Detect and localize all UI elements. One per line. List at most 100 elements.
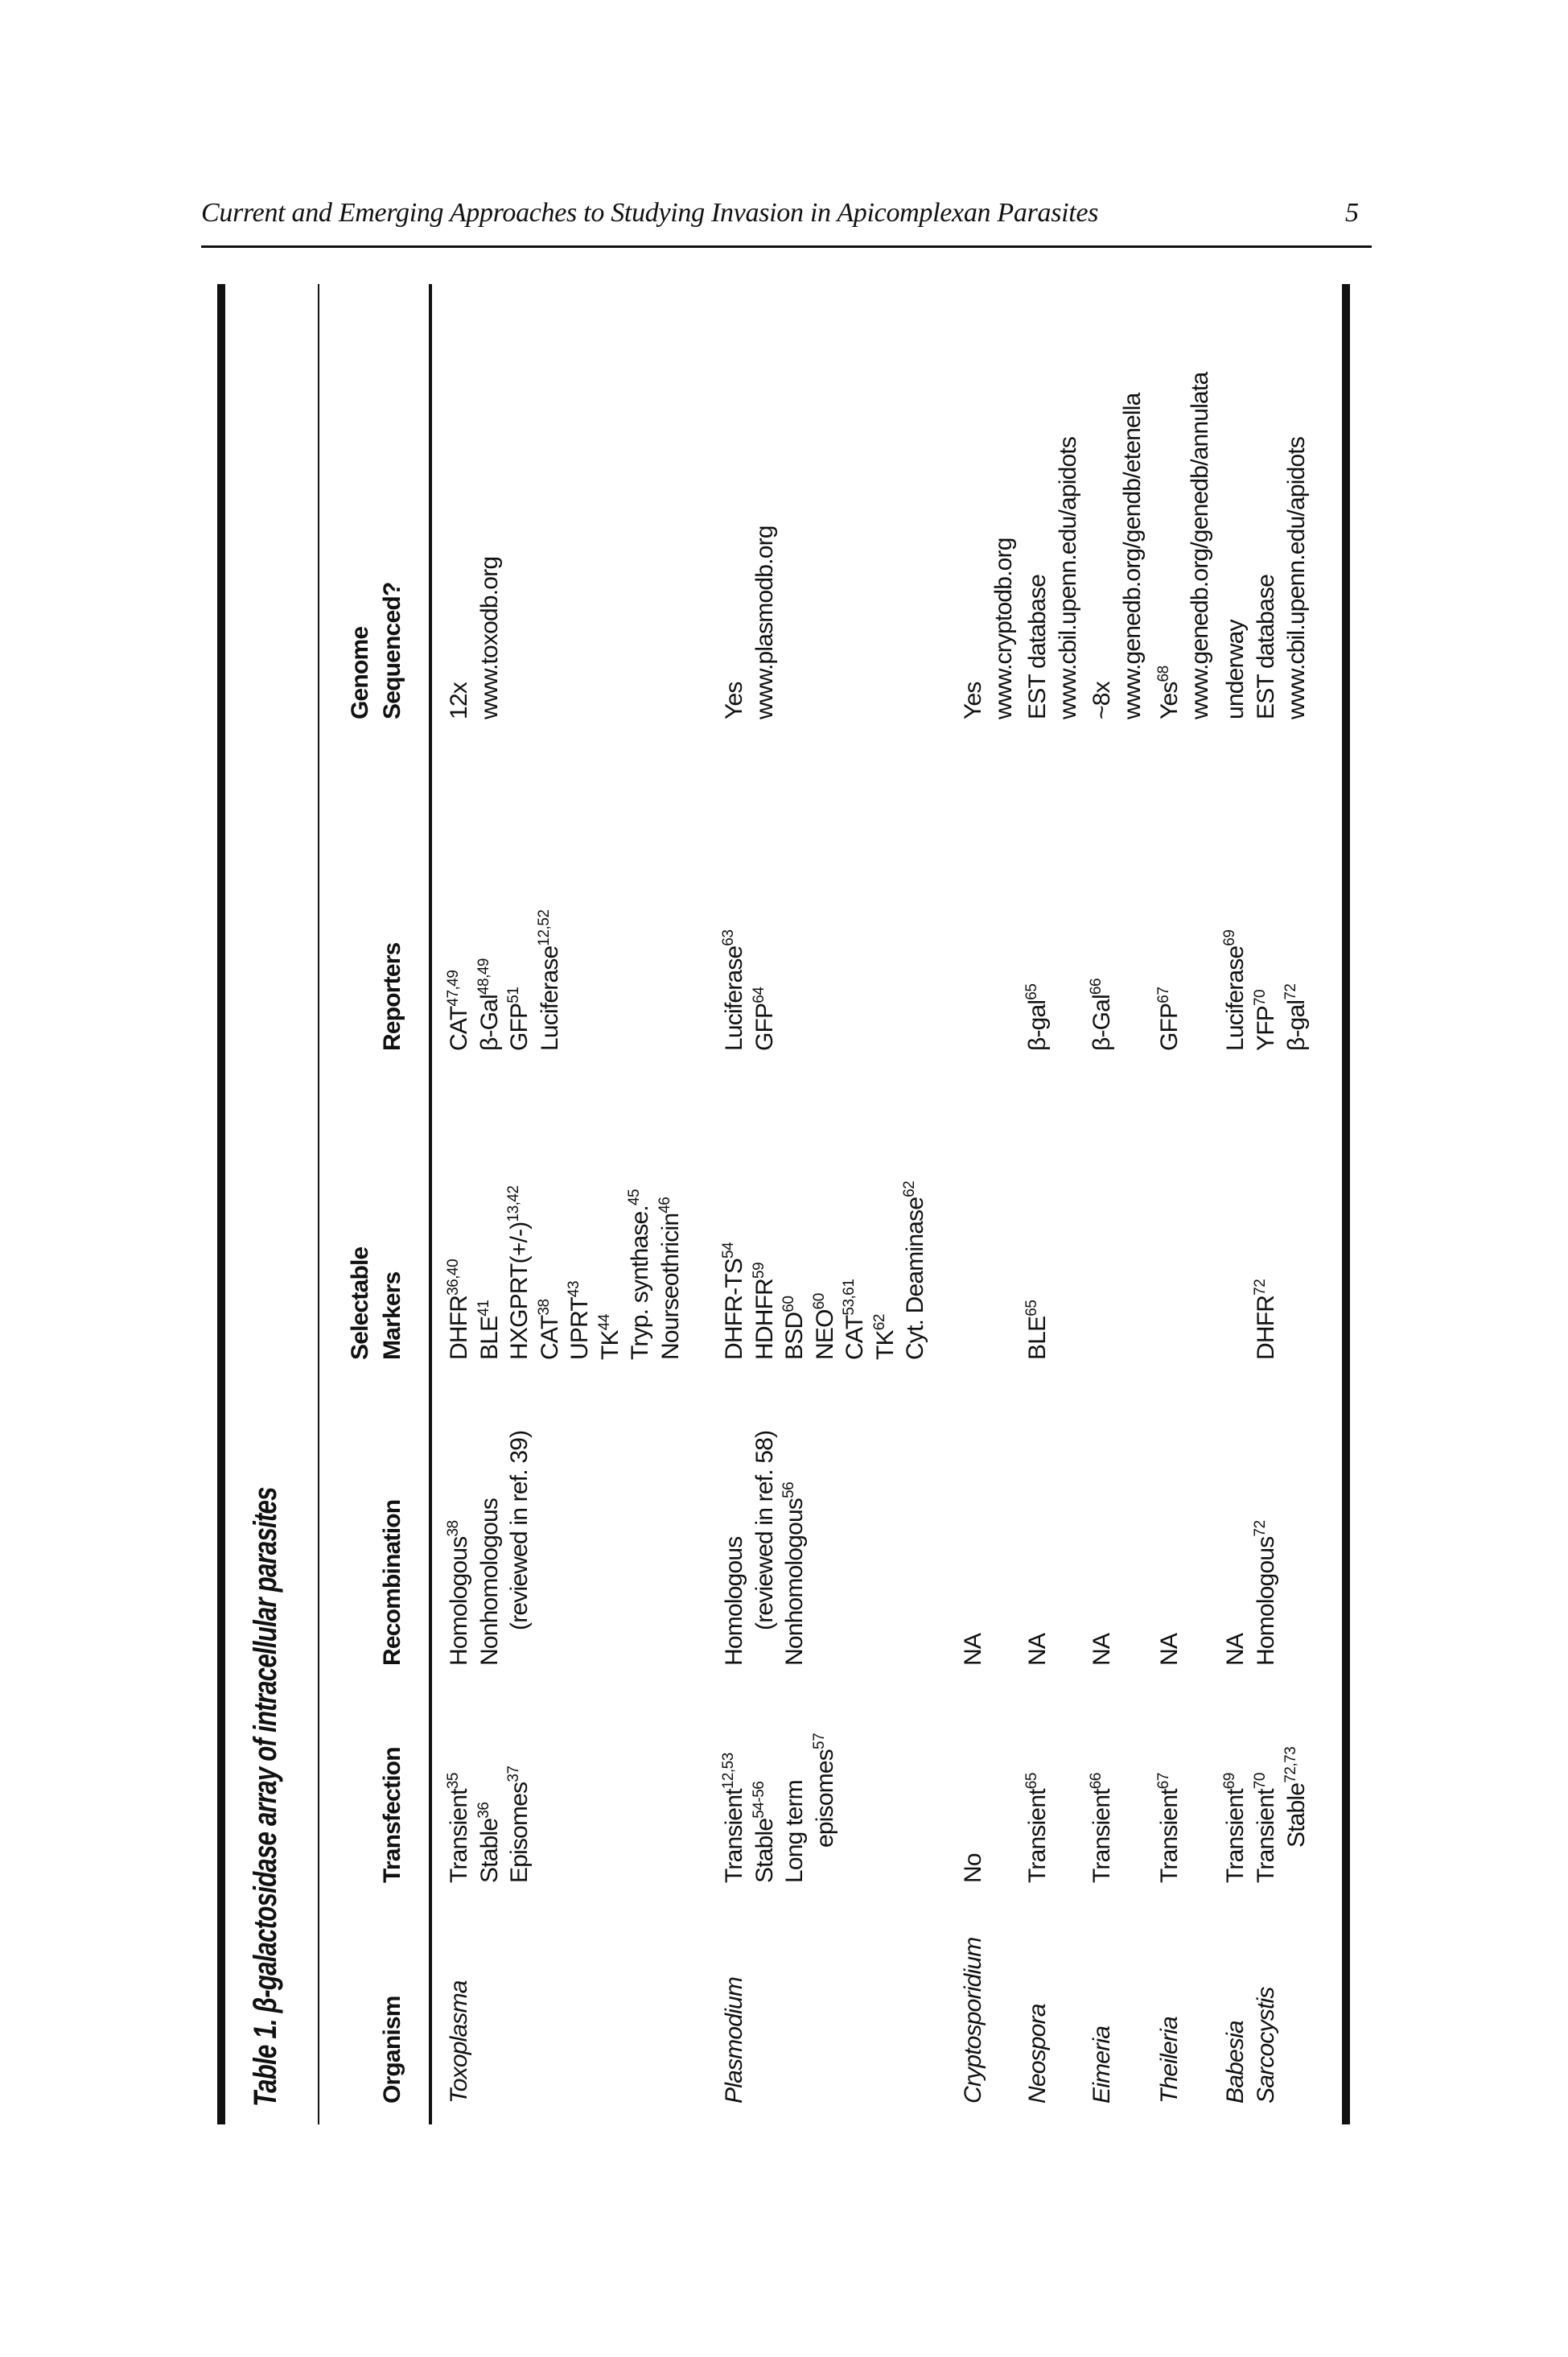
cell-text: Transient [446, 1789, 472, 1883]
cell-text: NA [1156, 1633, 1183, 1666]
cell-text: (reviewed in ref. 39) [506, 1430, 533, 1630]
reference-superscript: 12,52 [535, 909, 553, 946]
cell-organism: Theileria [1156, 2017, 1183, 2104]
cell-line: EST database [1023, 437, 1053, 719]
reference-superscript: 59 [750, 1262, 768, 1279]
cell-text: Transient [1253, 1789, 1279, 1883]
reference-superscript: 67 [1155, 1773, 1172, 1790]
column-header-markers: Selectable [347, 1246, 373, 1360]
cell-text: UPRT [566, 1297, 593, 1360]
cell-text: DHFR [1253, 1295, 1279, 1360]
cell-recombination: NA [1220, 1634, 1251, 1666]
cell-line: Transient35 [444, 1766, 475, 1883]
cell-line: Transient70 [1251, 1747, 1282, 1883]
cell-text: www.genedb.org/gendb/etenella [1118, 393, 1146, 719]
cell-line: Transient66 [1087, 1773, 1117, 1883]
cell-line: www.cryptodb.org [989, 538, 1019, 719]
reference-superscript: 36,40 [445, 1259, 462, 1296]
cell-transfection: Transient65 [1023, 1773, 1053, 1883]
reference-superscript: 65 [1023, 1300, 1040, 1317]
cell-text: underway [1222, 620, 1249, 719]
caption-rule [318, 284, 319, 2124]
cell-line: www.toxodb.org [475, 557, 505, 719]
reference-superscript: 60 [810, 1293, 828, 1310]
cell-line: ~8x [1087, 394, 1117, 719]
cell-text: CAT [446, 1006, 472, 1051]
cell-transfection: Transient35 Stable36 Episomes37 [444, 1766, 535, 1883]
cell-line: DHFR36,40 [444, 1185, 475, 1360]
cell-recombination: NA [1023, 1634, 1053, 1666]
cell-text: HXGPRT(+/-) [506, 1222, 533, 1361]
reference-superscript: 68 [1155, 665, 1172, 682]
cell-line: Episomes37 [504, 1766, 535, 1883]
reference-superscript: 72,73 [1282, 1746, 1299, 1783]
cell-line: EST database [1251, 437, 1282, 719]
page-number: 5 [1345, 198, 1359, 228]
cell-line: www.genedb.org/gendb/etenella [1117, 394, 1148, 719]
cell-line: Luciferase63 [719, 929, 750, 1051]
reference-superscript: 38 [535, 1299, 553, 1316]
cell-recombination: Homologous (reviewed in ref. 58) Nonhomolo… [719, 1431, 810, 1666]
cell-line: Transient67 [1154, 1773, 1185, 1883]
cell-line: underway [1220, 620, 1251, 719]
cell-organism: Eimeria [1089, 2025, 1115, 2104]
cell-text: GFP [506, 1003, 533, 1051]
reference-superscript: 47,49 [445, 970, 462, 1007]
cell-line: CAT47,49 [444, 910, 475, 1051]
cell-line: Cyt. Deaminase62 [900, 1181, 931, 1360]
cell-line: Stable72,73 [1282, 1747, 1312, 1883]
cell-text: BLE [1024, 1316, 1051, 1360]
cell-line: Transient69 [1220, 1773, 1251, 1883]
reference-superscript: 12,53 [720, 1753, 737, 1790]
cell-line: DHFR-TS54 [719, 1181, 750, 1360]
cell-line: CAT38 [535, 1185, 566, 1360]
reference-superscript: 13,42 [505, 1185, 522, 1222]
column-header-genome: Sequenced? [379, 582, 405, 719]
table-top-bar [217, 284, 225, 2124]
cell-text: www.cbil.upenn.edu/apidots [1282, 436, 1310, 719]
cell-recombination: NA [958, 1634, 989, 1666]
cell-line: Long term [780, 1733, 810, 1883]
reference-superscript: 35 [445, 1773, 462, 1790]
cell-text: GFP [1156, 1003, 1183, 1051]
reference-superscript: 51 [505, 987, 522, 1003]
reference-superscript: 44 [595, 1314, 613, 1331]
cell-line: NA [1023, 1634, 1053, 1666]
cell-line: Nourseothricin46 [656, 1185, 686, 1360]
reference-superscript: 67 [1155, 987, 1172, 1003]
cell-text: Nonhomologous [781, 1498, 808, 1666]
cell-line: GFP64 [750, 929, 780, 1051]
reference-superscript: 66 [1088, 1773, 1105, 1790]
cell-genome: Yes www.cryptodb.org [958, 538, 1019, 719]
cell-text: β-gal [1282, 999, 1310, 1051]
cell-text: www.plasmodb.org [751, 525, 778, 719]
cell-line: Homologous [719, 1431, 750, 1666]
cell-line: NA [1154, 1634, 1185, 1666]
reference-superscript: 72 [1252, 1279, 1269, 1296]
reference-superscript: 46 [656, 1197, 673, 1214]
cell-line: TK44 [595, 1185, 626, 1360]
cell-text: 12x [446, 682, 472, 719]
cell-line: Nonhomologous [475, 1431, 505, 1666]
cell-text: Yes [960, 682, 986, 719]
cell-markers: BLE65 [1023, 1300, 1053, 1360]
cell-text: TK [871, 1330, 899, 1360]
cell-line: NEO60 [810, 1181, 841, 1360]
cell-text: Yes [1156, 682, 1183, 719]
cell-line: www.cbil.upenn.edu/apidots [1282, 437, 1312, 719]
cell-text: Episomes [506, 1782, 533, 1883]
cell-markers: DHFR-TS54 HDHFR59 BSD60 NEO60 CAT53,61 TK62 Cy… [719, 1181, 931, 1360]
header-rule [201, 245, 1372, 248]
cell-text: β-gal [1024, 999, 1051, 1051]
cell-line: Stable36 [475, 1766, 505, 1883]
cell-text: Tryp. synthase. [627, 1205, 653, 1360]
cell-text: Transient [1024, 1789, 1051, 1883]
cell-genome: EST database www.cbil.upenn.edu/apidots [1023, 437, 1083, 719]
cell-text: Nourseothricin [656, 1213, 684, 1360]
cell-text: www.genedb.org/genedb/annulata [1186, 372, 1213, 719]
table-bottom-bar [1342, 284, 1350, 2124]
cell-text: EST database [1024, 575, 1051, 719]
reference-superscript: 63 [720, 929, 737, 946]
cell-line: β-gal72 [1282, 984, 1312, 1051]
cell-text: Stable [751, 1818, 778, 1883]
